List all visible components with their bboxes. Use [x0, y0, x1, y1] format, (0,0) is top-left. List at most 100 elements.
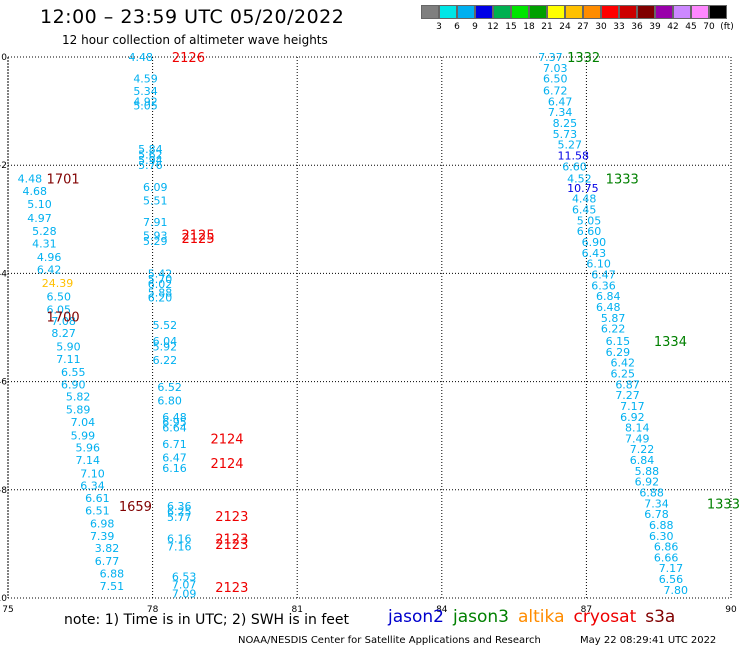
swh-value: 4.31 — [32, 238, 57, 251]
swh-value: 6.50 — [47, 291, 71, 304]
pass-label: 2123 — [215, 581, 248, 596]
swh-value: 6.47 — [548, 95, 573, 108]
swh-value: 6.16 — [162, 462, 187, 475]
swh-value: 5.89 — [66, 404, 91, 417]
scale-swatch — [637, 5, 655, 19]
swh-value: 5.84 — [138, 143, 163, 156]
swh-value: 6.29 — [606, 346, 631, 359]
swh-value: 5.42 — [148, 267, 173, 280]
scale-swatch — [565, 5, 583, 19]
swh-value: 6.71 — [162, 438, 187, 451]
swh-value: 6.87 — [615, 378, 640, 391]
scale-swatch — [439, 5, 457, 19]
scale-label: 18 — [523, 22, 535, 32]
scale-swatch — [475, 5, 493, 19]
pass-label: 2125 — [182, 232, 215, 247]
y-tick-label: -6 — [0, 378, 7, 388]
scale-label: 3 — [436, 22, 442, 32]
scale-swatch — [421, 5, 439, 19]
swh-value: 7.08 — [51, 315, 76, 328]
swh-value: 6.64 — [162, 422, 187, 435]
pass-label: 1659 — [119, 500, 152, 515]
swh-value: 6.88 — [100, 568, 125, 581]
x-tick-label: 84 — [436, 605, 448, 615]
swh-value: 6.22 — [153, 354, 178, 367]
scale-label: 24 — [559, 22, 571, 32]
swh-value: 6.45 — [572, 204, 597, 217]
swh-value: 7.49 — [625, 432, 650, 445]
scale-label: 30 — [595, 22, 607, 32]
swh-value: 8.14 — [625, 422, 650, 435]
swh-value: 5.73 — [553, 128, 578, 141]
x-tick-label: 87 — [581, 605, 592, 615]
scale-swatch — [583, 5, 601, 19]
scale-swatch — [655, 5, 673, 19]
swh-value: 6.47 — [162, 451, 187, 464]
swh-value: 5.10 — [27, 198, 51, 211]
pass-label: 2124 — [210, 432, 243, 447]
swh-value: 6.86 — [654, 541, 679, 554]
swh-value: 8.25 — [553, 117, 578, 130]
swh-value: 6.84 — [596, 290, 621, 303]
pass-label: 1333 — [606, 173, 639, 188]
swh-value: 6.09 — [143, 181, 168, 194]
swh-value: 6.47 — [591, 268, 616, 281]
swh-value: 4.52 — [567, 173, 592, 186]
x-tick-label: 78 — [147, 605, 159, 615]
swh-value: 5.70 — [148, 273, 173, 286]
wave-height-color-scale — [421, 5, 727, 21]
scale-label: 27 — [577, 22, 589, 32]
swh-value: 7.09 — [172, 588, 197, 601]
swh-value: 7.37 — [538, 51, 563, 64]
swh-value: 4.59 — [133, 73, 158, 86]
scale-swatch — [709, 5, 727, 19]
swh-value: 5.34 — [133, 85, 158, 98]
swh-value: 5.62 — [138, 148, 163, 161]
swh-value: 6.48 — [162, 411, 187, 424]
swh-value: 6.10 — [586, 258, 611, 271]
swh-value: 6.66 — [654, 551, 679, 564]
footer-credit: NOAA/NESDIS Center for Satellite Applica… — [238, 635, 541, 646]
scale-swatch — [691, 5, 709, 19]
swh-value: 6.50 — [543, 73, 568, 86]
swh-value: 11.58 — [557, 149, 589, 162]
pass-label: 1333 — [707, 497, 740, 512]
swh-value: 6.80 — [157, 395, 182, 408]
scale-swatch — [511, 5, 529, 19]
swh-value: 4.48 — [572, 193, 597, 206]
swh-value: 7.39 — [90, 530, 115, 543]
scale-label: 21 — [541, 22, 553, 32]
pass-label: 2123 — [215, 538, 248, 553]
swh-value: 4.68 — [22, 185, 47, 198]
swh-value: 6.30 — [649, 530, 674, 543]
scale-label: 6 — [454, 22, 460, 32]
scale-swatch — [673, 5, 691, 19]
pass-label: 2126 — [172, 51, 205, 66]
scale-swatch — [619, 5, 637, 19]
footer-timestamp: May 22 08:29:41 UTC 2022 — [580, 635, 717, 646]
swh-value: 5.92 — [153, 340, 178, 353]
swh-value: 6.77 — [95, 555, 120, 568]
swh-value: 6.52 — [157, 381, 182, 394]
swh-value: 6.84 — [630, 454, 655, 467]
swh-value: 5.28 — [32, 225, 57, 238]
y-tick-label: -10 — [0, 594, 7, 604]
scale-label: 15 — [505, 22, 517, 32]
x-tick-label: 81 — [291, 605, 302, 615]
pass-label: 1334 — [654, 335, 687, 350]
scale-swatch — [457, 5, 475, 19]
swh-value: 5.05 — [577, 214, 602, 227]
swh-value: 6.88 — [649, 519, 674, 532]
pass-label: 2125 — [182, 228, 215, 243]
swh-value: 6.43 — [582, 247, 607, 260]
swh-value: 6.56 — [659, 573, 684, 586]
swh-value: 6.25 — [611, 367, 636, 380]
swh-value: 6.88 — [639, 487, 664, 500]
x-tick-label: 75 — [2, 605, 13, 615]
swh-value: 7.91 — [143, 216, 168, 229]
swh-value: 7.10 — [80, 468, 105, 481]
swh-value: 6.05 — [47, 304, 71, 317]
chart-subtitle: 12 hour collection of altimeter wave hei… — [62, 33, 328, 47]
swh-value: 5.05 — [133, 100, 158, 113]
swh-value: 5.52 — [153, 319, 178, 332]
